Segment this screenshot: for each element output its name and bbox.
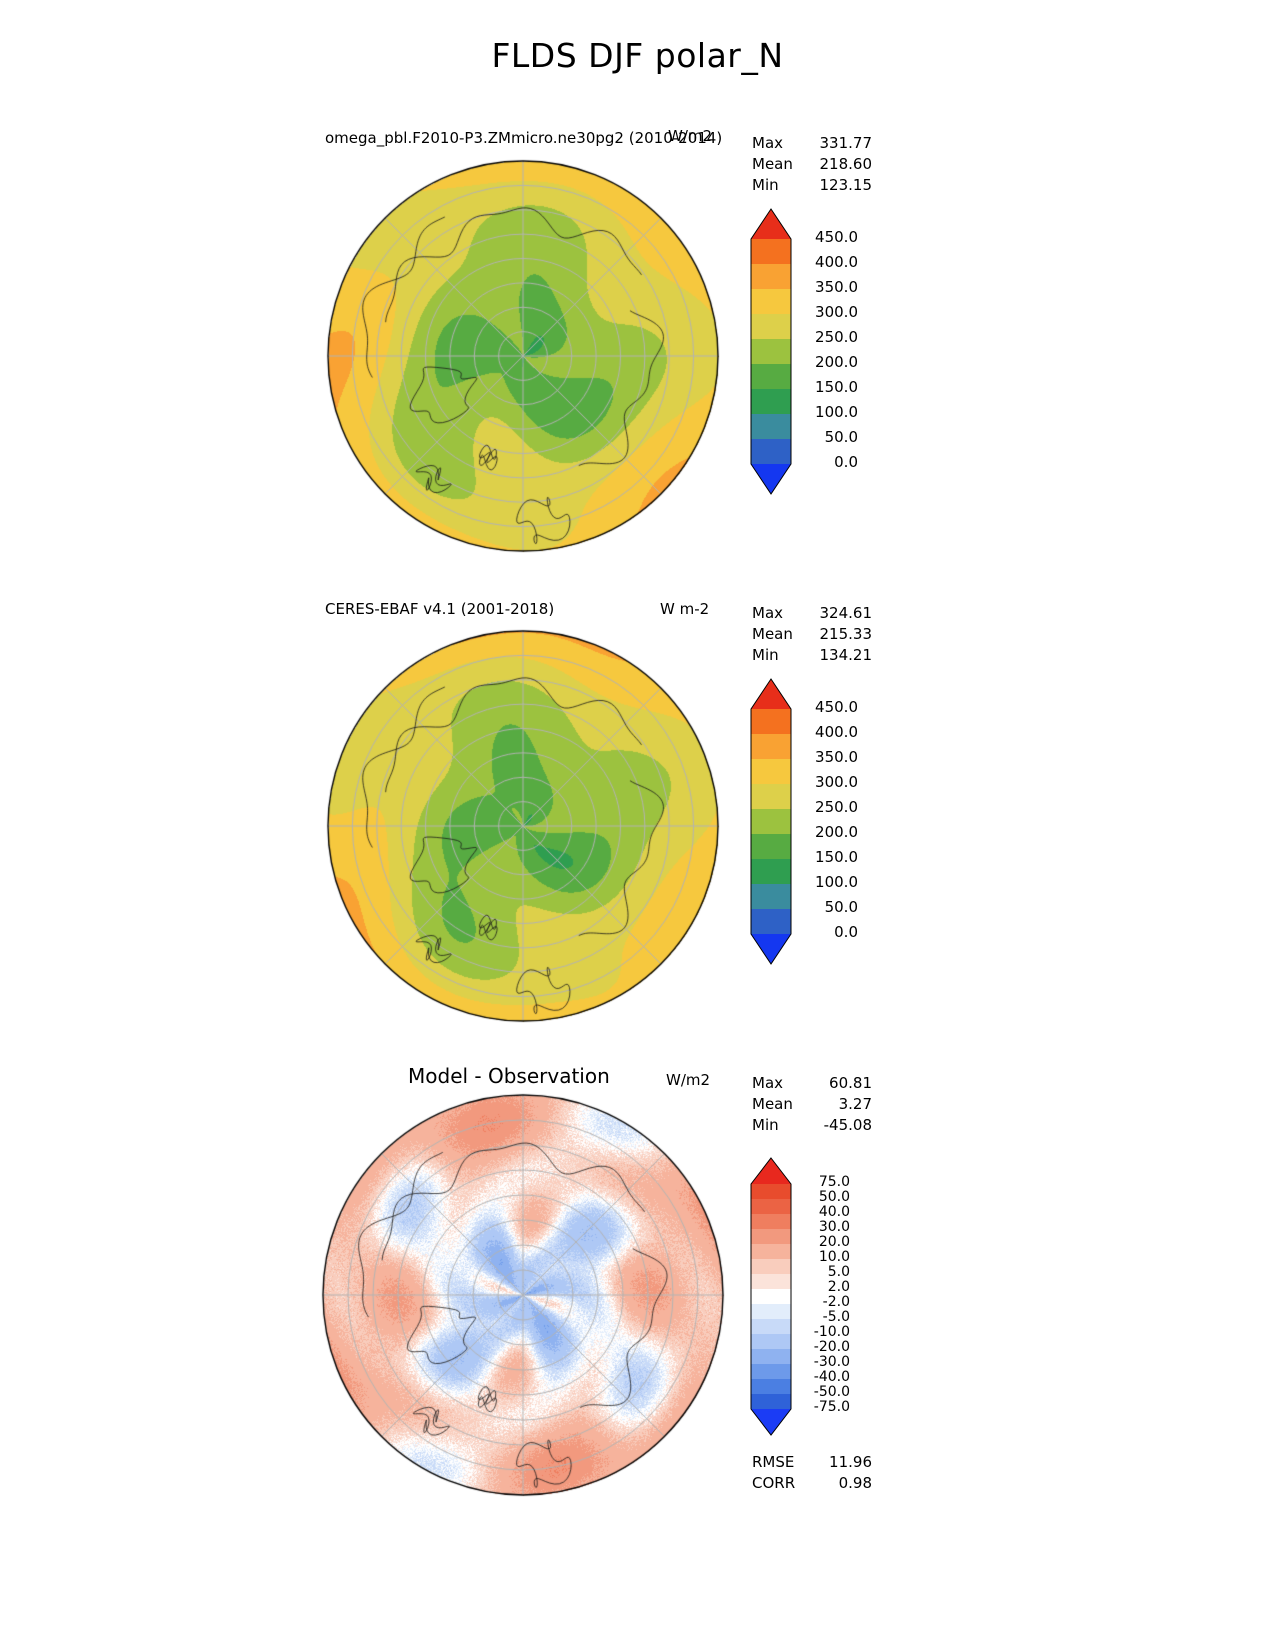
colorbar-tick-label: 400.0 — [815, 252, 858, 271]
stat-value: 0.98 — [838, 1474, 872, 1492]
panel-2-title: CERES-EBAF v4.1 (2001-2018) — [325, 600, 555, 618]
panel-2-stats: Max 324.61 Mean 215.33 Min 134.21 — [752, 603, 872, 666]
stat-value: 215.33 — [819, 625, 873, 643]
colorbar-gradient — [750, 678, 792, 965]
stat-label: Max — [752, 1074, 784, 1092]
stat-label: Min — [752, 646, 779, 664]
colorbar-tick-label: 450.0 — [815, 697, 858, 716]
colorbar-tick-label: 50.0 — [824, 427, 858, 446]
panel-2-colorbar: 450.0 400.0 350.0 300.0 250.0 200.0 150.0 100.0… — [750, 678, 858, 969]
stat-value: 3.27 — [838, 1095, 872, 1113]
colorbar-tick-label: -30.0 — [813, 1354, 850, 1371]
panel-3-title: Model - Observation — [408, 1064, 610, 1088]
panel-1-stats: Max 331.77 Mean 218.60 Min 123.15 — [752, 133, 872, 196]
colorbar-tick-label: 250.0 — [815, 797, 858, 816]
colorbar-tick-label: 350.0 — [815, 277, 858, 296]
stat-row-min: Min -45.08 — [752, 1115, 872, 1136]
stat-row-max: Max 324.61 — [752, 603, 872, 624]
colorbar-tick-label: 200.0 — [815, 352, 858, 371]
colorbar-tick-label: 300.0 — [815, 772, 858, 791]
colorbar-tick-label: 100.0 — [815, 872, 858, 891]
panel-3-polar-map — [320, 1092, 726, 1498]
colorbar-tick-label: 100.0 — [815, 402, 858, 421]
stat-value: 331.77 — [819, 134, 873, 152]
stat-value: 218.60 — [819, 155, 873, 173]
colorbar-tick-label: -75.0 — [813, 1399, 850, 1416]
colorbar-tick-label: 250.0 — [815, 327, 858, 346]
panel-3-colorbar: 75.0 50.0 40.0 30.0 20.0 10.0 5.0 2.0 -2.0 -5.0 -1… — [750, 1157, 850, 1440]
stat-row-mean: Mean 3.27 — [752, 1094, 872, 1115]
colorbar-tick-label: 150.0 — [815, 847, 858, 866]
colorbar-tick-label: 50.0 — [818, 1189, 850, 1206]
stat-row-max: Max 60.81 — [752, 1073, 872, 1094]
colorbar-tick-label: 30.0 — [818, 1219, 850, 1236]
stat-row-rmse: RMSE 11.96 — [752, 1452, 872, 1473]
stat-value: -45.08 — [823, 1116, 872, 1134]
colorbar-tick-label: 10.0 — [818, 1249, 850, 1266]
colorbar-tick-label: -20.0 — [813, 1339, 850, 1356]
colorbar-tick-label: 200.0 — [815, 822, 858, 841]
stat-label: Min — [752, 1116, 779, 1134]
colorbar-gradient — [750, 1157, 792, 1436]
colorbar-tick-label: 0.0 — [834, 922, 858, 941]
colorbar-tick-label: 40.0 — [818, 1204, 850, 1221]
colorbar-tick-label: 5.0 — [827, 1264, 850, 1281]
colorbar-tick-label: -50.0 — [813, 1384, 850, 1401]
stat-label: Max — [752, 134, 784, 152]
colorbar-tick-label: 300.0 — [815, 302, 858, 321]
colorbar-tick-label: -5.0 — [822, 1309, 850, 1326]
figure-title: FLDS DJF polar_N — [491, 36, 784, 75]
panel-3-stats: Max 60.81 Mean 3.27 Min -45.08 — [752, 1073, 872, 1136]
colorbar-tick-label: 350.0 — [815, 747, 858, 766]
colorbar-tick-label: 20.0 — [818, 1234, 850, 1251]
panel-1-polar-map — [325, 158, 721, 554]
stat-row-corr: CORR 0.98 — [752, 1473, 872, 1494]
colorbar-gradient — [750, 208, 792, 495]
colorbar-tick-label: 50.0 — [824, 897, 858, 916]
colorbar-tick-label: -2.0 — [822, 1294, 850, 1311]
stat-label: Mean — [752, 155, 793, 173]
colorbar-tick-label: 450.0 — [815, 227, 858, 246]
colorbar-tick-label: 75.0 — [818, 1174, 850, 1191]
colorbar-tick-label: -40.0 — [813, 1369, 850, 1386]
panel-1-units: W/m2 — [668, 127, 713, 145]
colorbar-tick-label: 0.0 — [834, 452, 858, 471]
colorbar-tick-label: -10.0 — [813, 1324, 850, 1341]
stat-row-min: Min 123.15 — [752, 175, 872, 196]
stat-row-mean: Mean 218.60 — [752, 154, 872, 175]
stat-label: Max — [752, 604, 784, 622]
panel-3-skill-stats: RMSE 11.96 CORR 0.98 — [752, 1452, 872, 1494]
panel-2-units: W m-2 — [660, 600, 710, 618]
stat-value: 60.81 — [829, 1074, 872, 1092]
stat-label: Mean — [752, 1095, 793, 1113]
panel-3-units: W/m2 — [666, 1071, 711, 1089]
colorbar-tick-label: 150.0 — [815, 377, 858, 396]
stat-row-max: Max 331.77 — [752, 133, 872, 154]
stat-value: 324.61 — [819, 604, 873, 622]
stat-value: 11.96 — [829, 1453, 872, 1471]
colorbar-tick-label: 2.0 — [827, 1279, 850, 1296]
stat-label: CORR — [752, 1474, 796, 1492]
stat-value: 123.15 — [819, 176, 873, 194]
stat-label: Min — [752, 176, 779, 194]
stat-row-mean: Mean 215.33 — [752, 624, 872, 645]
panel-2-polar-map — [325, 628, 721, 1024]
panel-1-colorbar: 450.0 400.0 350.0 300.0 250.0 200.0 150.0 100.0… — [750, 208, 858, 499]
stat-value: 134.21 — [819, 646, 873, 664]
panel-1-title: omega_pbl.F2010-P3.ZMmicro.ne30pg2 (2010… — [325, 129, 723, 147]
colorbar-tick-label: 400.0 — [815, 722, 858, 741]
stat-label: Mean — [752, 625, 793, 643]
stat-label: RMSE — [752, 1453, 795, 1471]
stat-row-min: Min 134.21 — [752, 645, 872, 666]
